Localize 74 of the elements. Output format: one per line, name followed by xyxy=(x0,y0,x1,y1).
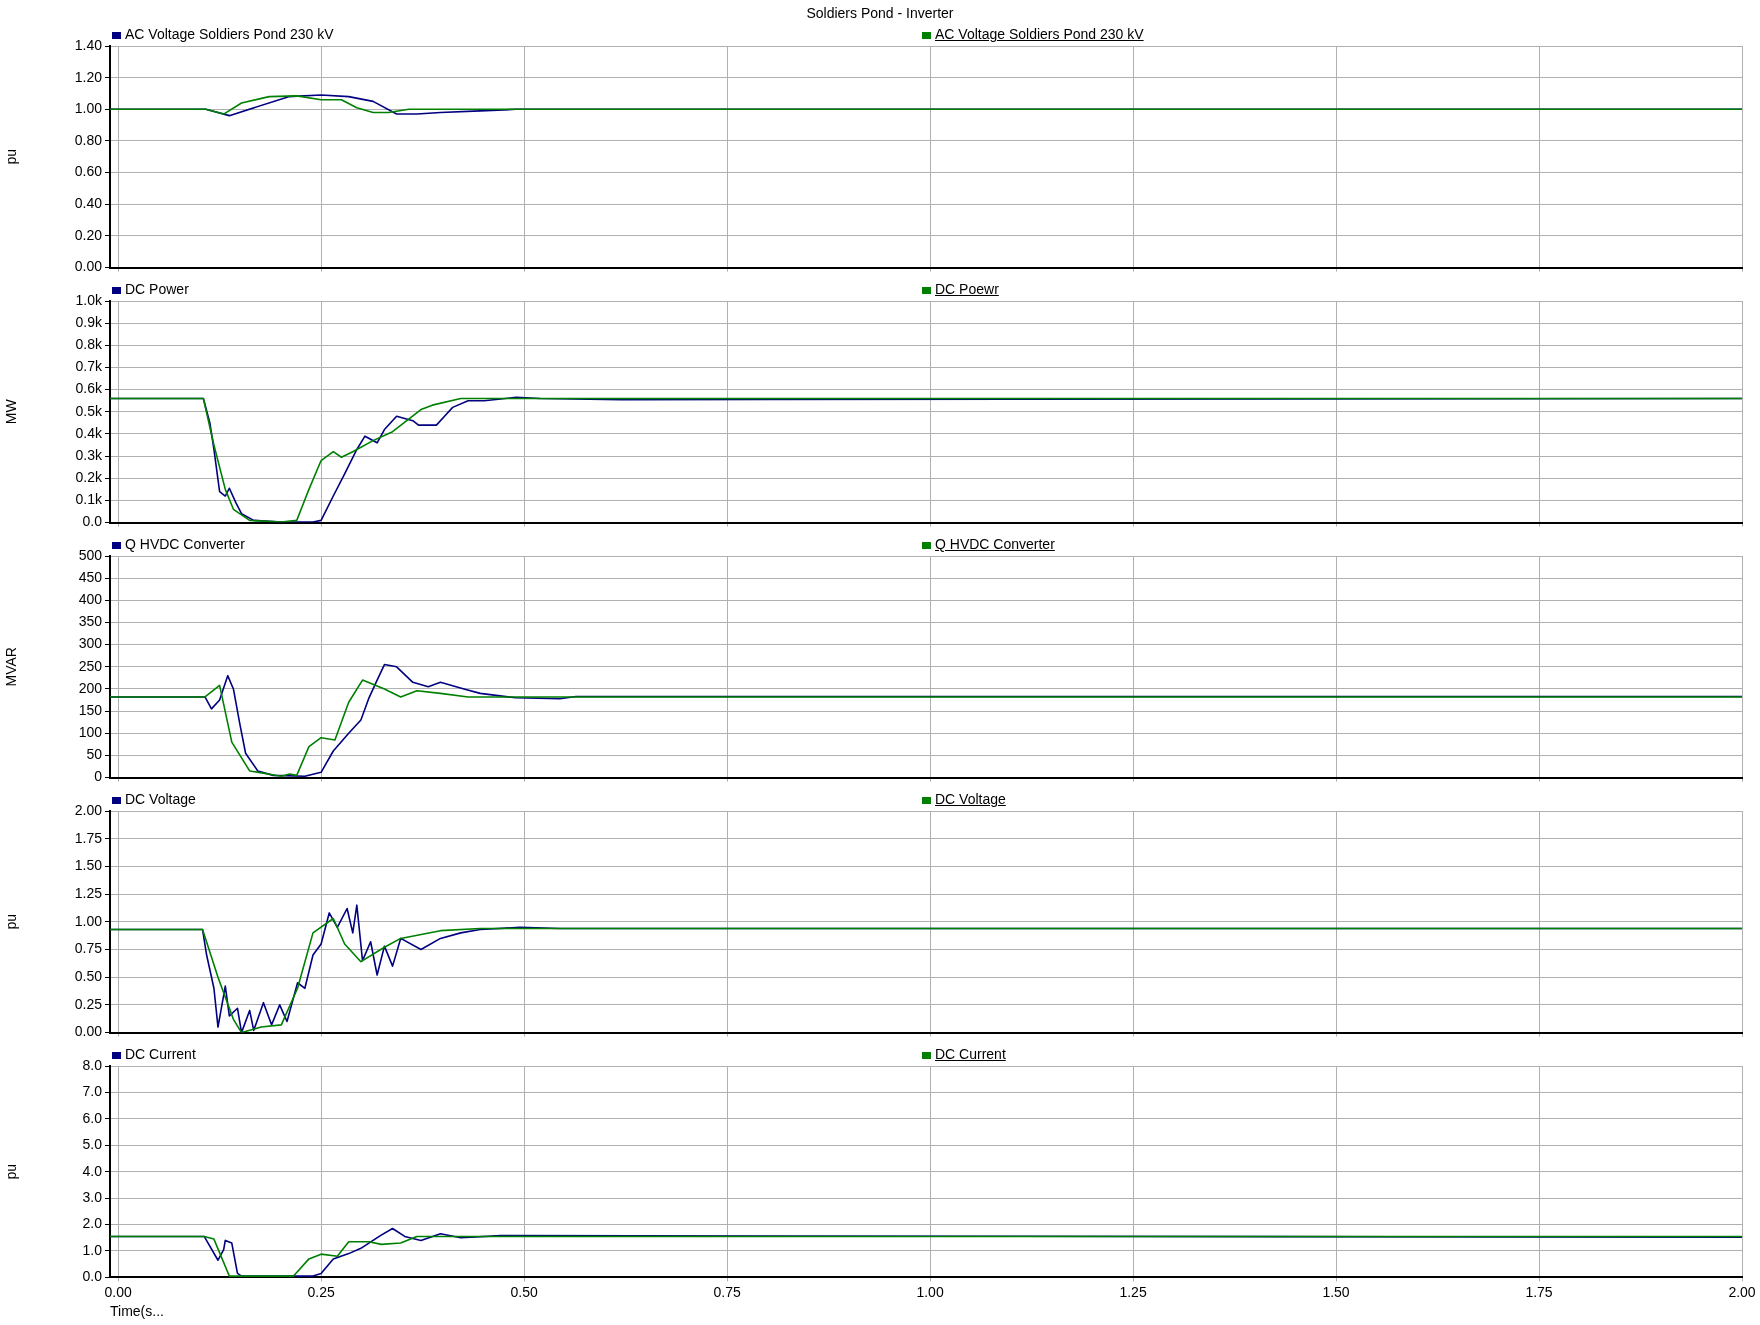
y-tick-label: 6.0 xyxy=(82,1109,103,1126)
y-tick-label: 0.4k xyxy=(75,424,103,441)
legend-label: AC Voltage Soldiers Pond 230 kV xyxy=(125,26,334,42)
y-tick-label: 0.20 xyxy=(74,226,103,243)
y-tick-label: 1.25 xyxy=(74,884,103,901)
y-tick-label: 0.5k xyxy=(75,402,103,419)
y-tick-label: 150 xyxy=(78,701,103,718)
y-tick-label: 0.40 xyxy=(74,195,103,212)
legend-label: Q HVDC Converter xyxy=(935,536,1055,552)
y-tick-label: 0.60 xyxy=(74,163,103,180)
x-tick-label: 1.75 xyxy=(1525,1283,1553,1300)
legend-label: DC Voltage xyxy=(935,791,1006,807)
legend-label: DC Voltage xyxy=(125,791,196,807)
y-axis-title: pu xyxy=(3,149,20,165)
y-tick-label: 0.8k xyxy=(75,336,103,353)
y-tick-label: 0.1k xyxy=(75,491,103,508)
legend-label: DC Power xyxy=(125,281,189,297)
x-tick-label: 1.00 xyxy=(916,1283,944,1300)
y-tick-label: 1.00 xyxy=(74,100,103,117)
x-axis-title: Time(s... xyxy=(110,1303,164,1320)
y-tick-label: 0.7k xyxy=(75,358,103,375)
x-tick-label: 1.25 xyxy=(1119,1283,1147,1300)
legend-label: DC Current xyxy=(125,1046,196,1062)
y-tick-label: 2.00 xyxy=(74,801,103,818)
x-tick-label: 0.00 xyxy=(104,1283,132,1300)
y-tick-label: 0.75 xyxy=(74,940,103,957)
y-tick-label: 0.3k xyxy=(75,446,103,463)
y-tick-label: 50 xyxy=(86,746,103,763)
y-tick-label: 0 xyxy=(94,768,103,785)
y-tick-label: 250 xyxy=(78,657,103,674)
y-tick-label: 4.0 xyxy=(82,1162,103,1179)
y-tick-label: 5.0 xyxy=(82,1136,103,1153)
y-tick-label: 1.20 xyxy=(74,68,103,85)
y-axis-title: pu xyxy=(3,1163,20,1180)
y-tick-label: 8.0 xyxy=(82,1056,103,1073)
y-tick-label: 200 xyxy=(78,679,103,696)
y-tick-label: 0.00 xyxy=(74,258,103,275)
x-tick-label: 2.00 xyxy=(1728,1283,1756,1300)
x-tick-label: 1.50 xyxy=(1322,1283,1350,1300)
y-tick-label: 1.0k xyxy=(75,291,103,308)
y-tick-label: 3.0 xyxy=(82,1188,103,1205)
y-tick-label: 0.6k xyxy=(75,380,103,397)
x-tick-label: 0.75 xyxy=(713,1283,741,1300)
y-tick-label: 0.9k xyxy=(75,314,103,331)
legend-label: DC Current xyxy=(935,1046,1006,1062)
y-tick-label: 500 xyxy=(78,546,103,563)
y-tick-label: 1.50 xyxy=(74,857,103,874)
legend-label: AC Voltage Soldiers Pond 230 kV xyxy=(935,26,1144,42)
legend-label: DC Poewr xyxy=(935,281,999,297)
y-tick-label: 2.0 xyxy=(82,1215,103,1232)
y-tick-label: 0.0 xyxy=(82,513,103,530)
y-tick-label: 400 xyxy=(78,591,103,608)
y-tick-label: 0.2k xyxy=(75,469,103,486)
y-axis-title: MVAR xyxy=(3,647,20,687)
y-tick-label: 7.0 xyxy=(82,1083,103,1100)
y-tick-label: 450 xyxy=(78,569,103,586)
x-tick-label: 0.25 xyxy=(307,1283,335,1300)
y-tick-label: 100 xyxy=(78,724,103,741)
y-axis-title: pu xyxy=(3,914,20,930)
y-axis-title: MW xyxy=(3,398,20,425)
y-tick-label: 1.75 xyxy=(74,829,103,846)
y-tick-label: 350 xyxy=(78,613,103,630)
legend-label: Q HVDC Converter xyxy=(125,536,245,552)
y-tick-label: 0.25 xyxy=(74,995,103,1012)
y-tick-label: 0.50 xyxy=(74,968,103,985)
y-tick-label: 0.0 xyxy=(82,1268,103,1285)
y-tick-label: 300 xyxy=(78,635,103,652)
y-tick-label: 1.00 xyxy=(74,912,103,929)
y-tick-label: 1.0 xyxy=(82,1241,103,1258)
y-tick-label: 0.80 xyxy=(74,131,103,148)
chart-title: Soldiers Pond - Inverter xyxy=(805,4,955,23)
x-tick-label: 0.50 xyxy=(510,1283,538,1300)
y-tick-label: 1.40 xyxy=(74,36,103,53)
y-tick-label: 0.00 xyxy=(74,1023,103,1040)
